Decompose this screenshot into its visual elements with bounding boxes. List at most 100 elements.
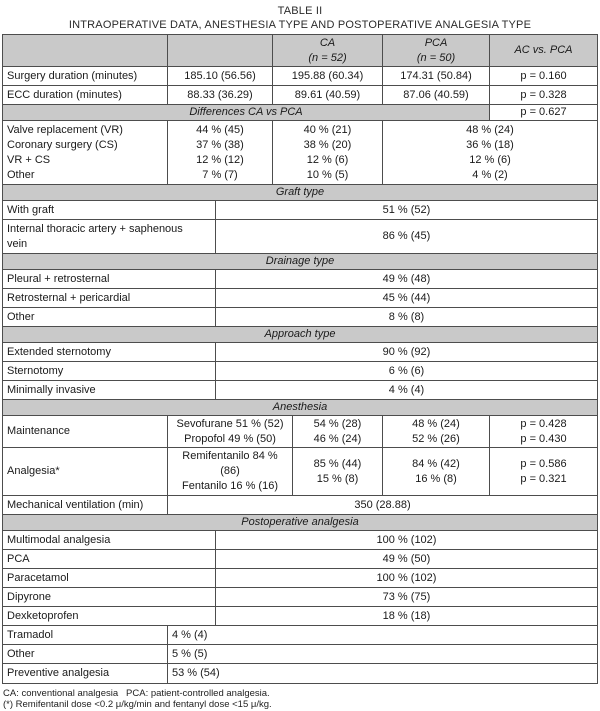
value-cell: 54 % (28) 46 % (24) xyxy=(293,416,383,448)
table-row: Retrosternal + pericardial 45 % (44) xyxy=(3,289,597,308)
value-cell: 100 % (102) xyxy=(216,531,597,550)
section-band-row: Approach type xyxy=(3,327,597,343)
table-row: Maintenance Sevofurane 51 % (52) Propofol … xyxy=(3,416,597,448)
section-band-cell: Drainage type xyxy=(3,254,597,270)
value-cell: 90 % (92) xyxy=(216,343,597,362)
value-cell: Sevofurane 51 % (52) Propofol 49 % (50) xyxy=(168,416,293,448)
value-cell: Remifentanilo 84 % (86) Fentanilo 16 % (16… xyxy=(168,448,293,496)
value-cell: 185.10 (56.56) xyxy=(168,67,273,86)
value-cell: 85 % (44) 15 % (8) xyxy=(293,448,383,496)
value-cell: p = 0.328 xyxy=(490,86,597,105)
table-title: TABLE II xyxy=(277,5,323,17)
column-header-cell: AC vs. PCA xyxy=(490,35,597,67)
value-cell: 45 % (44) xyxy=(216,289,597,308)
section-band-cell: Graft type xyxy=(3,185,597,201)
row-label-cell: Sternotomy xyxy=(3,362,216,381)
section-band-cell: Approach type xyxy=(3,327,597,343)
value-cell: 44 % (45) 37 % (38) 12 % (12) 7 % (7) xyxy=(168,121,273,185)
value-cell: 87.06 (40.59) xyxy=(383,86,490,105)
row-label-cell: Other xyxy=(3,645,168,664)
value-cell: 6 % (6) xyxy=(216,362,597,381)
value-cell: p = 0.428 p = 0.430 xyxy=(490,416,597,448)
row-label-cell: ECC duration (minutes) xyxy=(3,86,168,105)
footnotes: CA: conventional analgesia PCA: patient-… xyxy=(3,688,600,710)
table-row: Mechanical ventilation (min) 350 (28.88) xyxy=(3,496,597,515)
table-row: Surgery duration (minutes) 185.10 (56.56)… xyxy=(3,67,597,86)
value-cell: p = 0.627 xyxy=(490,105,597,121)
column-header-cell xyxy=(3,35,168,67)
table-row: Extended sternotomy 90 % (92) xyxy=(3,343,597,362)
table-row: ECC duration (minutes) 88.33 (36.29) 89.61… xyxy=(3,86,597,105)
table-row: Minimally invasive 4 % (4) xyxy=(3,381,597,400)
footnote-abbreviations: CA: conventional analgesia PCA: patient-… xyxy=(3,688,270,699)
row-label-cell: Tramadol xyxy=(3,626,168,645)
table-row: Analgesia* Remifentanilo 84 % (86) Fentanil… xyxy=(3,448,597,496)
value-cell: 48 % (24) 52 % (26) xyxy=(383,416,490,448)
table-row: Sternotomy 6 % (6) xyxy=(3,362,597,381)
value-cell: 100 % (102) xyxy=(216,569,597,588)
row-label-cell: PCA xyxy=(3,550,216,569)
table-row: Dexketoprofen 18 % (18) xyxy=(3,607,597,626)
value-cell: 86 % (45) xyxy=(216,220,597,254)
value-cell: 350 (28.88) xyxy=(168,496,597,515)
row-label-cell: Multimodal analgesia xyxy=(3,531,216,550)
row-label-cell: Extended sternotomy xyxy=(3,343,216,362)
value-cell: 53 % (54) xyxy=(172,667,220,679)
section-band-row: Differences CA vs PCA p = 0.627 xyxy=(3,105,597,121)
value-cell: 73 % (75) xyxy=(216,588,597,607)
table-row: With graft 51 % (52) xyxy=(3,201,597,220)
value-cell: 49 % (50) xyxy=(216,550,597,569)
table-row: Valve replacement (VR) Coronary surgery (… xyxy=(3,121,597,185)
row-label-cell: Paracetamol xyxy=(3,569,216,588)
table-row: Preventive analgesia 53 % (54) xyxy=(3,664,597,683)
table-row: Internal thoracic artery + saphenous vein… xyxy=(3,220,597,254)
section-band-row: Drainage type xyxy=(3,254,597,270)
section-band-cell: Differences CA vs PCA xyxy=(3,105,490,121)
footnote-asterisk: (*) Remifentanil dose <0.2 μ/kg/min and … xyxy=(3,699,272,710)
row-label-cell: Dipyrone xyxy=(3,588,216,607)
row-label-cell: Minimally invasive xyxy=(3,381,216,400)
section-band-row: Postoperative analgesia xyxy=(3,515,597,531)
value-cell: p = 0.586 p = 0.321 xyxy=(490,448,597,496)
value-cell: 18 % (18) xyxy=(216,607,597,626)
value-cell: p = 0.160 xyxy=(490,67,597,86)
value-cell: 84 % (42) 16 % (8) xyxy=(383,448,490,496)
value-cell: 195.88 (60.34) xyxy=(273,67,383,86)
header-row: CA (n = 52) PCA (n = 50) AC vs. PCA xyxy=(3,35,597,67)
value-cell: 5 % (5) xyxy=(168,645,597,664)
value-cell: 40 % (21) 38 % (20) 12 % (6) 10 % (5) xyxy=(273,121,383,185)
section-band-row: Anesthesia xyxy=(3,400,597,416)
table-row: Other 5 % (5) xyxy=(3,645,597,664)
row-label-cell: Mechanical ventilation (min) xyxy=(3,496,168,515)
row-label-cell: Analgesia* xyxy=(3,448,168,496)
section-band-cell: Postoperative analgesia xyxy=(3,515,597,531)
row-label-cell: Pleural + retrosternal xyxy=(3,270,216,289)
row-label-cell: Other xyxy=(3,308,216,327)
value-cell: 4 % (4) xyxy=(216,381,597,400)
value-cell: 4 % (4) xyxy=(168,626,597,645)
table-caption: TABLE II INTRAOPERATIVE DATA, ANESTHESIA… xyxy=(0,0,600,31)
row-label-cell: Maintenance xyxy=(3,416,168,448)
table-row: Paracetamol 100 % (102) xyxy=(3,569,597,588)
value-cell: 48 % (24) 36 % (18) 12 % (6) 4 % (2) xyxy=(383,121,597,185)
table-row: Dipyrone 73 % (75) xyxy=(3,588,597,607)
column-header-cell: CA (n = 52) xyxy=(273,35,383,67)
row-label-cell: Retrosternal + pericardial xyxy=(3,289,216,308)
value-cell: 88.33 (36.29) xyxy=(168,86,273,105)
value-cell: 49 % (48) xyxy=(216,270,597,289)
value-cell: 51 % (52) xyxy=(216,201,597,220)
column-header-cell: PCA (n = 50) xyxy=(383,35,490,67)
section-band-cell: Anesthesia xyxy=(3,400,597,416)
value-cell: 89.61 (40.59) xyxy=(273,86,383,105)
data-table: CA (n = 52) PCA (n = 50) AC vs. PCA Surgery d… xyxy=(2,34,598,684)
value-cell: 174.31 (50.84) xyxy=(383,67,490,86)
row-label-cell: Internal thoracic artery + saphenous vein xyxy=(3,220,216,254)
row-label-cell: With graft xyxy=(3,201,216,220)
table-row: Multimodal analgesia 100 % (102) xyxy=(3,531,597,550)
row-label-cell: Preventive analgesia xyxy=(3,664,168,683)
table-row: Other 8 % (8) xyxy=(3,308,597,327)
section-band-row: Graft type xyxy=(3,185,597,201)
table-row: Tramadol 4 % (4) xyxy=(3,626,597,645)
table-subtitle: INTRAOPERATIVE DATA, ANESTHESIA TYPE AND… xyxy=(68,19,532,31)
